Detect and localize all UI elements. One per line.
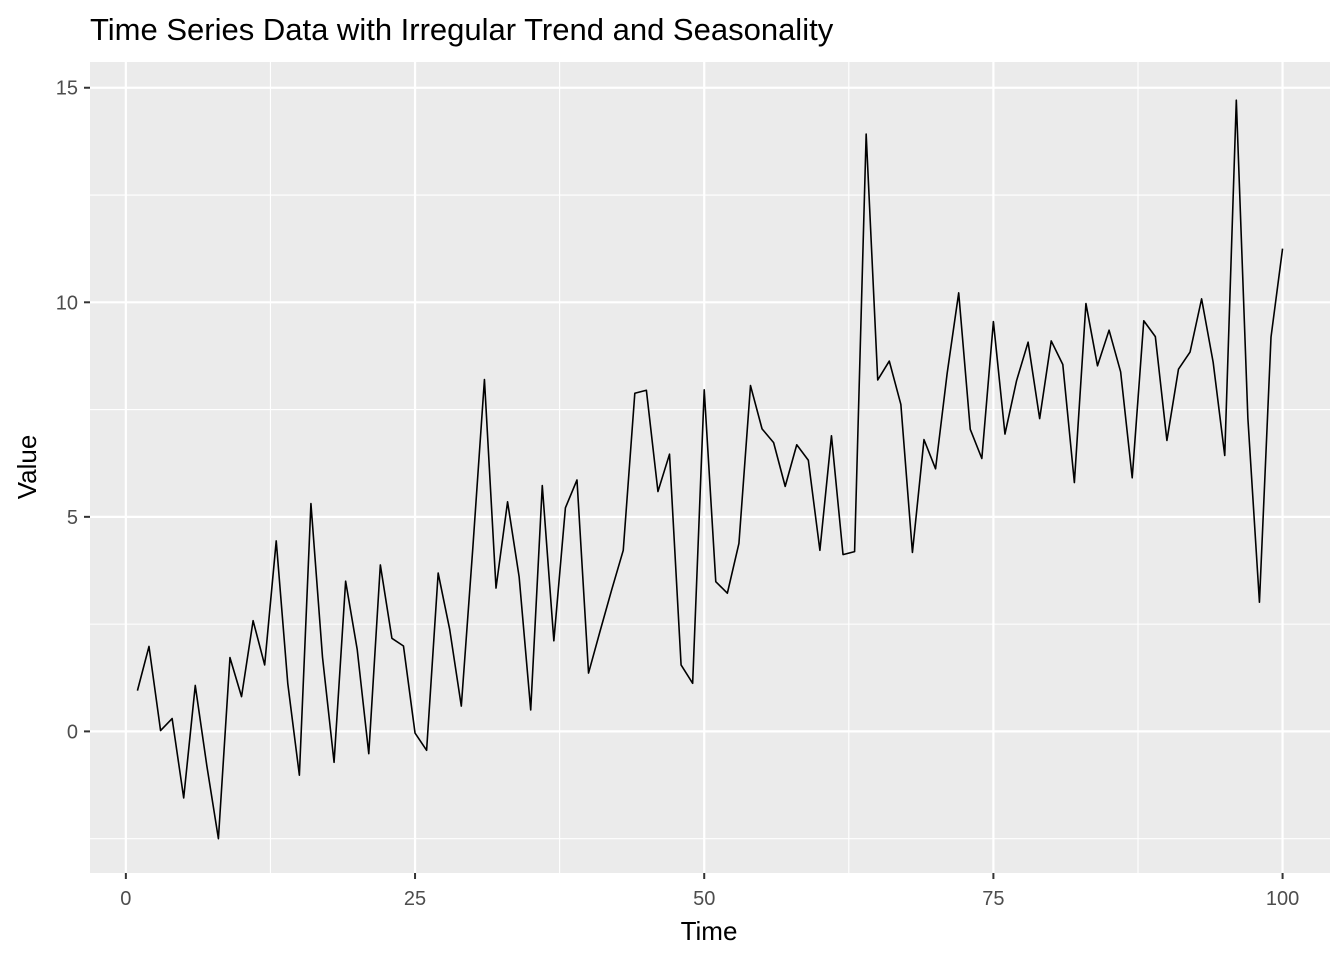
x-tick-label: 100	[1266, 888, 1299, 910]
chart-title: Time Series Data with Irregular Trend an…	[90, 12, 834, 47]
y-tick-label: 0	[67, 721, 78, 743]
x-tick-label: 75	[982, 888, 1004, 910]
x-tick-label: 50	[693, 888, 715, 910]
x-tick-label: 25	[404, 888, 426, 910]
y-tick-label: 10	[56, 292, 78, 314]
axes: 0 25 50 75 100 0 5 10 15	[56, 78, 1300, 910]
plot-panel	[90, 62, 1330, 873]
y-axis-title: Value	[12, 435, 42, 500]
series-line	[136, 99, 1284, 840]
y-tick-label: 5	[67, 507, 78, 529]
x-tick-label: 0	[120, 888, 131, 910]
y-tick-label: 15	[56, 78, 78, 100]
grid-lines	[90, 62, 1330, 873]
x-axis-title: Time	[681, 916, 738, 946]
